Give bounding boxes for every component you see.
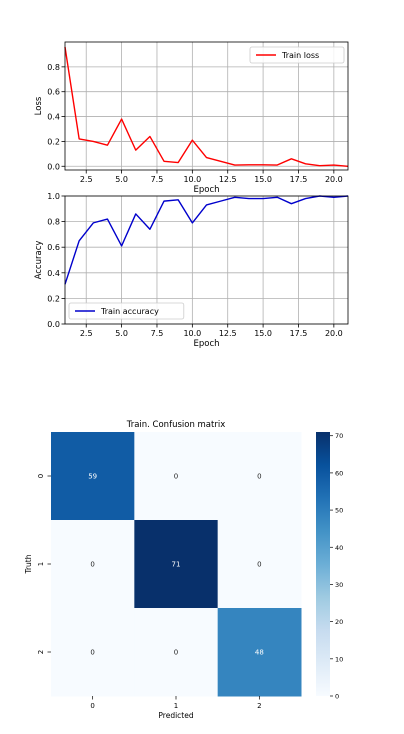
plot-frame (64, 41, 349, 171)
x-tick-label: 2.5 (80, 175, 93, 184)
x-tick-label: 15.0 (254, 329, 272, 338)
series-line-train-accuracy (64, 195, 349, 285)
series-line-train-loss (64, 46, 349, 167)
colorbar (316, 432, 330, 696)
legend: Train loss (249, 46, 345, 64)
x-tick-label: 0 (90, 702, 94, 710)
x-tick-label: 10.0 (183, 329, 201, 338)
cell-value: 0 (90, 561, 94, 569)
colorbar-tick-label: 50 (335, 507, 343, 515)
cell-value: 0 (174, 649, 178, 657)
y-tick-label: 2 (37, 650, 45, 654)
x-tick-label: 2.5 (80, 329, 93, 338)
heatmap-cell (217, 608, 302, 697)
colorbar-tick-label: 70 (335, 432, 343, 440)
y-tick-label: 0.0 (47, 320, 60, 329)
y-axis-label: Accuracy (34, 241, 44, 280)
colorbar-tick-label: 0 (335, 693, 339, 701)
y-tick-label: 0.8 (47, 63, 60, 72)
x-tick-label: 17.5 (290, 175, 308, 184)
x-axis-label: Epoch (193, 185, 219, 195)
x-tick-label: 10.0 (183, 175, 201, 184)
x-tick-label: 15.0 (254, 175, 272, 184)
cell-value: 48 (255, 649, 264, 657)
colorbar-tick-label: 10 (335, 655, 343, 663)
x-tick-label: 1 (174, 702, 178, 710)
confusion-matrix: 59 0 0 0 71 0 0 0 48 Train. Confusion matrix 0 1 2 Pr… (24, 420, 343, 720)
cell-value: 71 (172, 561, 181, 569)
y-tick-label: 1 (37, 562, 45, 566)
x-tick-label: 5.0 (115, 175, 128, 184)
legend-box (249, 46, 345, 64)
y-tick-label: 0.6 (47, 243, 60, 252)
line-chart-1: 2.5 5.0 7.5 10.0 12.5 15.0 17.5 20.0 0.0 0.2 0.4 0.… (34, 192, 349, 349)
heatmap-cell (134, 608, 219, 697)
heatmap-cell (134, 520, 219, 609)
cell-value: 0 (257, 561, 261, 569)
y-axis-label: Loss (34, 96, 44, 115)
y-tick-label: 0.8 (47, 218, 60, 227)
legend-box (68, 302, 185, 320)
colorbar-tick-label: 40 (335, 544, 343, 552)
cell-value: 59 (88, 473, 97, 481)
line-chart-0: 2.5 5.0 7.5 10.0 12.5 15.0 17.5 20.0 0.0 0.2 0.4 0.… (34, 41, 349, 195)
heatmap-cell (51, 432, 135, 521)
y-tick-label: 0.6 (47, 88, 60, 97)
x-axis-label: Epoch (193, 339, 219, 349)
colorbar-tick-label: 20 (335, 618, 343, 626)
colorbar-tick-label: 30 (335, 581, 343, 589)
legend-label: Train accuracy (100, 307, 159, 316)
x-axis-label: Predicted (158, 711, 193, 720)
heatmap-title: Train. Confusion matrix (126, 420, 226, 430)
cell-value: 0 (174, 473, 178, 481)
x-tick-label: 17.5 (290, 329, 308, 338)
x-tick-label: 20.0 (325, 329, 343, 338)
y-tick-label: 0 (37, 474, 45, 478)
cell-value: 0 (90, 649, 94, 657)
y-axis-label: Truth (24, 554, 33, 574)
heatmap-cell (51, 520, 135, 609)
legend-label: Train loss (281, 51, 319, 60)
heatmap-cell (217, 520, 302, 609)
y-tick-label: 0.2 (47, 294, 60, 303)
y-tick-label: 0.2 (47, 137, 60, 146)
x-tick-label: 12.5 (219, 175, 237, 184)
y-tick-label: 1.0 (47, 192, 60, 201)
y-tick-label: 0.4 (47, 269, 60, 278)
x-tick-label: 5.0 (115, 329, 128, 338)
heatmap-cell (51, 608, 135, 697)
legend: Train accuracy (68, 302, 185, 320)
heatmap-cell (134, 432, 219, 521)
x-tick-label: 20.0 (325, 175, 343, 184)
y-tick-label: 0.4 (47, 113, 60, 122)
heatmap-cell (217, 432, 302, 521)
x-tick-label: 7.5 (151, 329, 164, 338)
x-tick-label: 12.5 (219, 329, 237, 338)
cell-value: 0 (257, 473, 261, 481)
y-tick-label: 0.0 (47, 162, 60, 171)
x-tick-label: 2 (257, 702, 261, 710)
x-tick-label: 7.5 (151, 175, 164, 184)
plot-frame (64, 195, 349, 325)
colorbar-tick-label: 60 (335, 469, 343, 477)
